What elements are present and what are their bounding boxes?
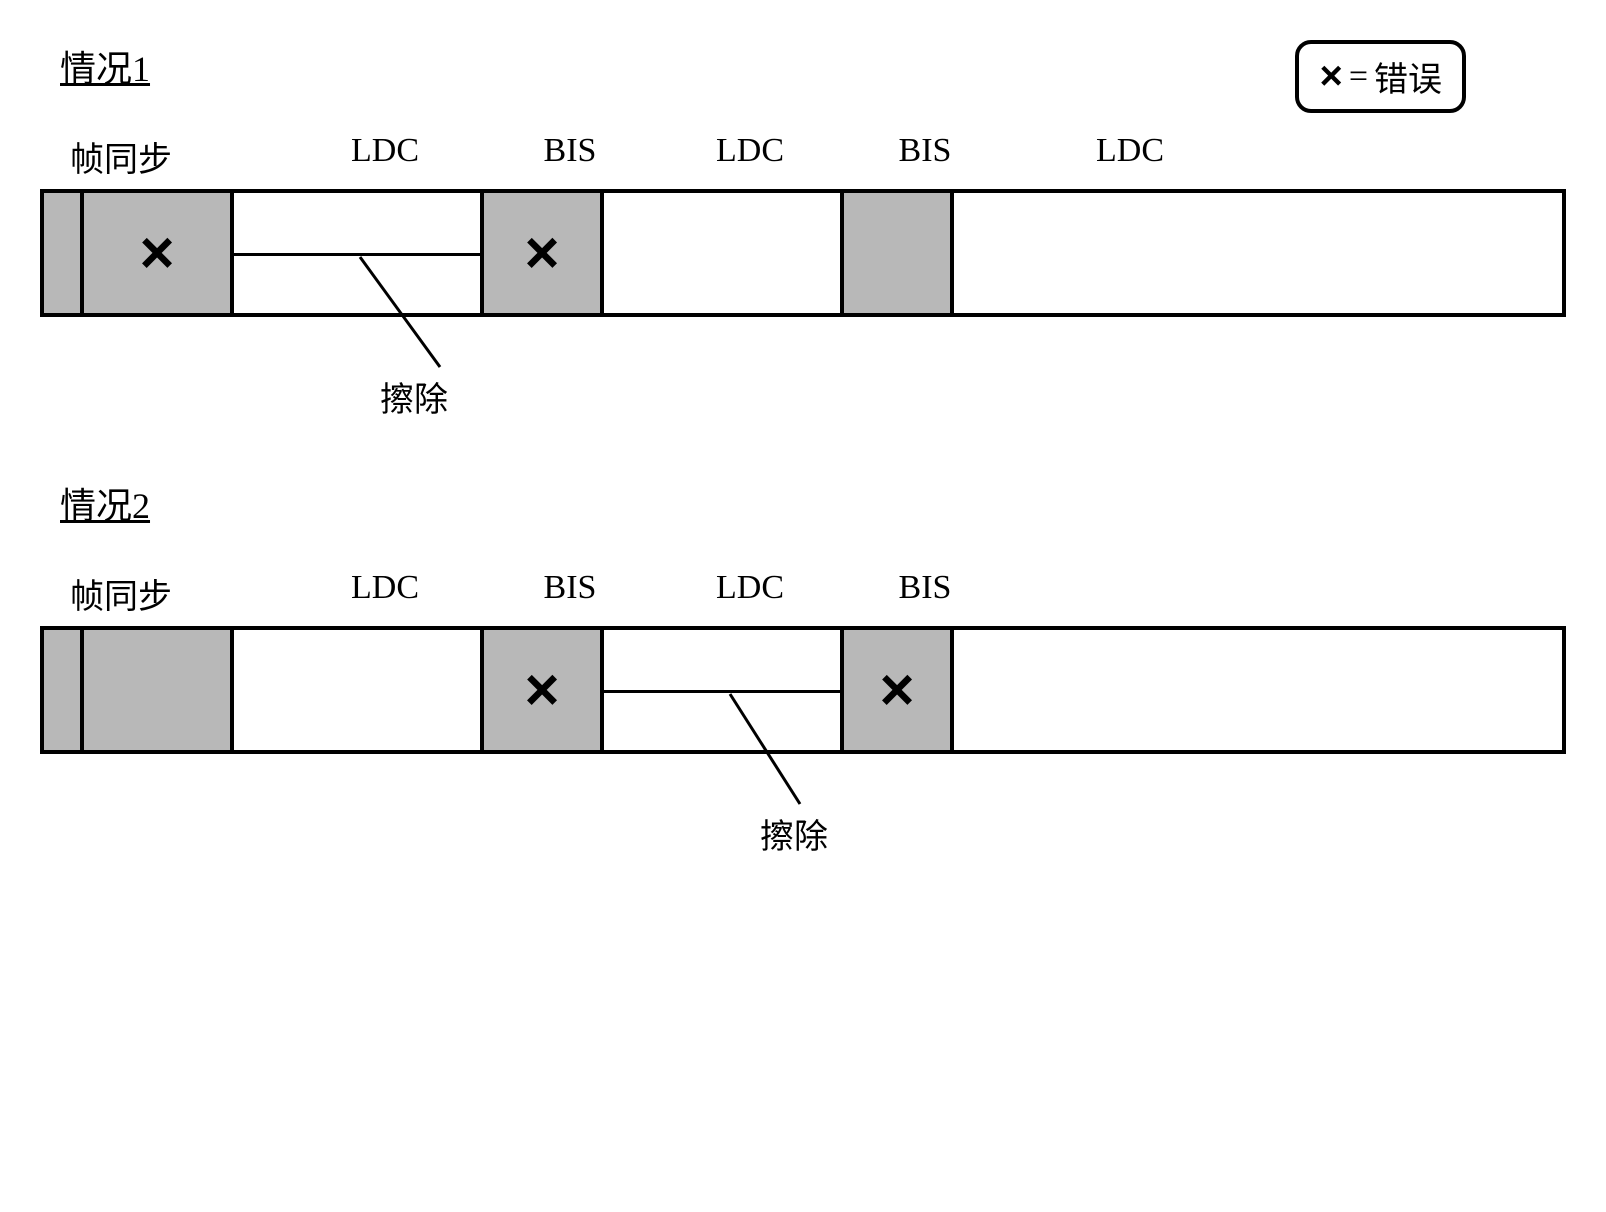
segment-label [980, 569, 1280, 618]
frame-segment [234, 193, 484, 313]
frame-segment [604, 630, 844, 750]
frame-segment [234, 630, 484, 750]
case-1-pointer-line [40, 337, 1440, 487]
erase-line [604, 690, 840, 693]
case-1-labels: 帧同步LDCBISLDCBISLDC [40, 132, 1566, 181]
frame-segment [84, 630, 234, 750]
frame-segment: × [484, 630, 604, 750]
segment-label: LDC [630, 132, 870, 181]
case-2-annotation-text: 擦除 [760, 809, 828, 858]
segment-label: BIS [870, 569, 980, 618]
erase-line [234, 253, 480, 256]
frame-segment [844, 193, 954, 313]
frame-segment [44, 630, 84, 750]
segment-label: LDC [260, 132, 510, 181]
frame-segment: × [844, 630, 954, 750]
case-2-labels: 帧同步LDCBISLDCBIS [40, 569, 1566, 618]
frame-segment [954, 630, 1254, 750]
diagram-container: × = 错误 情况1 帧同步LDCBISLDCBISLDC ×× 擦除 情况2 … [40, 40, 1566, 754]
error-x-mark: × [524, 660, 559, 720]
frame-segment: × [484, 193, 604, 313]
case-2-section: 情况2 帧同步LDCBISLDCBIS ×× 擦除 [40, 477, 1566, 754]
segment-label: BIS [510, 132, 630, 181]
case-1-section: 情况1 帧同步LDCBISLDCBISLDC ×× 擦除 [40, 40, 1566, 317]
case-2-frame: ×× [40, 626, 1566, 754]
error-x-mark: × [139, 223, 174, 283]
segment-label: BIS [870, 132, 980, 181]
case-2-pointer-line [40, 774, 1440, 924]
frame-segment: × [84, 193, 234, 313]
segment-label: LDC [630, 569, 870, 618]
frame-segment [604, 193, 844, 313]
segment-label: LDC [260, 569, 510, 618]
error-x-mark: × [879, 660, 914, 720]
segment-label: LDC [980, 132, 1280, 181]
frame-segment [44, 193, 84, 313]
case-1-frame: ×× [40, 189, 1566, 317]
case-1-annotation-text: 擦除 [380, 372, 448, 421]
case-2-title: 情况2 [60, 477, 1566, 529]
error-x-mark: × [524, 223, 559, 283]
frame-segment [954, 193, 1254, 313]
case-1-title: 情况1 [60, 40, 1566, 92]
segment-label: BIS [510, 569, 630, 618]
segment-label: 帧同步 [40, 132, 260, 181]
segment-label: 帧同步 [40, 569, 260, 618]
